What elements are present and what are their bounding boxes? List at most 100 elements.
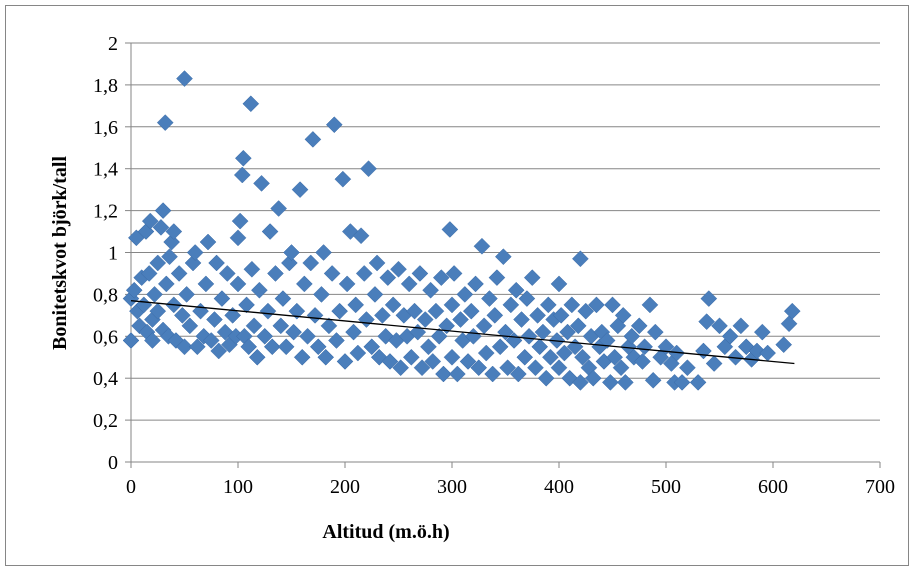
data-point <box>245 317 263 335</box>
data-point <box>537 369 555 387</box>
data-point <box>146 286 163 303</box>
data-point <box>306 306 324 324</box>
data-point <box>174 306 191 324</box>
data-point <box>430 327 448 345</box>
data-point <box>467 275 484 293</box>
data-point <box>552 306 570 324</box>
data-point <box>604 296 621 314</box>
data-point <box>224 306 242 324</box>
x-tick-label: 700 <box>865 476 895 498</box>
x-tick-label: 600 <box>758 476 788 498</box>
x-tick-label: 200 <box>330 476 360 498</box>
y-tick-label: 0,8 <box>93 284 118 306</box>
data-point <box>636 338 653 356</box>
data-point <box>477 344 495 362</box>
data-point <box>161 248 178 266</box>
data-point <box>644 371 662 389</box>
y-tick-label: 0,2 <box>93 410 118 432</box>
data-point <box>445 265 463 282</box>
data-point <box>331 302 349 320</box>
data-point <box>379 269 397 286</box>
data-point <box>277 338 295 356</box>
data-points <box>122 70 801 391</box>
data-point <box>473 237 491 255</box>
data-point <box>256 327 274 345</box>
y-tick-label: 1,6 <box>93 117 118 139</box>
data-point <box>197 275 215 293</box>
data-point <box>261 223 279 240</box>
data-point <box>612 359 630 377</box>
y-tick-label: 0,4 <box>93 368 118 390</box>
data-point <box>390 260 407 278</box>
data-point <box>355 265 373 282</box>
data-point <box>325 116 343 134</box>
data-point <box>229 229 247 247</box>
data-point <box>427 302 445 320</box>
data-point <box>152 219 170 236</box>
data-point <box>495 248 512 266</box>
data-point <box>646 323 664 341</box>
data-point <box>242 95 260 113</box>
data-point <box>698 313 716 330</box>
data-point <box>272 317 290 335</box>
data-point <box>780 315 798 333</box>
data-point <box>574 348 591 366</box>
data-point <box>149 254 167 272</box>
trendline-group <box>130 300 795 365</box>
data-point <box>614 306 632 324</box>
data-point <box>291 181 309 199</box>
y-tick-label: 1,2 <box>93 201 118 223</box>
data-point <box>448 365 466 383</box>
data-point <box>299 327 316 345</box>
data-point <box>141 212 159 230</box>
data-point <box>231 212 249 230</box>
data-point <box>462 302 480 320</box>
data-point <box>700 290 718 307</box>
x-axis-title: Altitud (m.ö.h) <box>322 521 449 543</box>
data-point <box>315 244 332 261</box>
data-point <box>288 302 306 320</box>
data-point <box>248 348 266 366</box>
data-point <box>520 327 538 345</box>
data-point <box>577 302 595 320</box>
tick-labels: 0 0,2 0,4 0,6 0,8 1 1,2 1,4 1,6 1,8 2 0 100 200 300 400… <box>93 33 895 498</box>
data-point <box>550 359 568 377</box>
data-point <box>233 166 251 184</box>
data-point <box>673 374 691 391</box>
data-point <box>748 342 766 360</box>
data-point <box>523 269 541 286</box>
data-point <box>363 338 381 356</box>
data-point <box>154 202 172 219</box>
data-point <box>616 374 634 391</box>
data-point <box>234 149 252 167</box>
y-tick-label: 2 <box>108 33 118 55</box>
data-point <box>406 302 423 320</box>
data-point <box>140 265 158 282</box>
data-point <box>420 338 437 356</box>
data-point <box>188 338 206 356</box>
data-point <box>313 286 330 303</box>
data-point <box>352 227 370 245</box>
data-point <box>424 353 442 370</box>
data-point <box>259 302 277 320</box>
data-point <box>304 131 322 148</box>
data-point <box>550 275 568 293</box>
data-point <box>165 223 183 240</box>
data-point <box>775 336 793 354</box>
y-tick-label: 0 <box>108 452 118 474</box>
data-point <box>253 175 270 192</box>
data-point <box>509 365 527 383</box>
data-point <box>206 311 223 328</box>
data-point <box>584 369 602 387</box>
data-point <box>606 348 623 366</box>
data-point <box>529 306 546 324</box>
data-point <box>267 265 284 282</box>
data-point <box>240 338 258 356</box>
data-point <box>452 311 469 328</box>
data-point <box>176 338 193 356</box>
trendline <box>130 300 795 365</box>
data-point <box>481 290 498 307</box>
data-point <box>623 327 641 345</box>
data-point <box>202 332 220 349</box>
data-point <box>274 290 292 307</box>
